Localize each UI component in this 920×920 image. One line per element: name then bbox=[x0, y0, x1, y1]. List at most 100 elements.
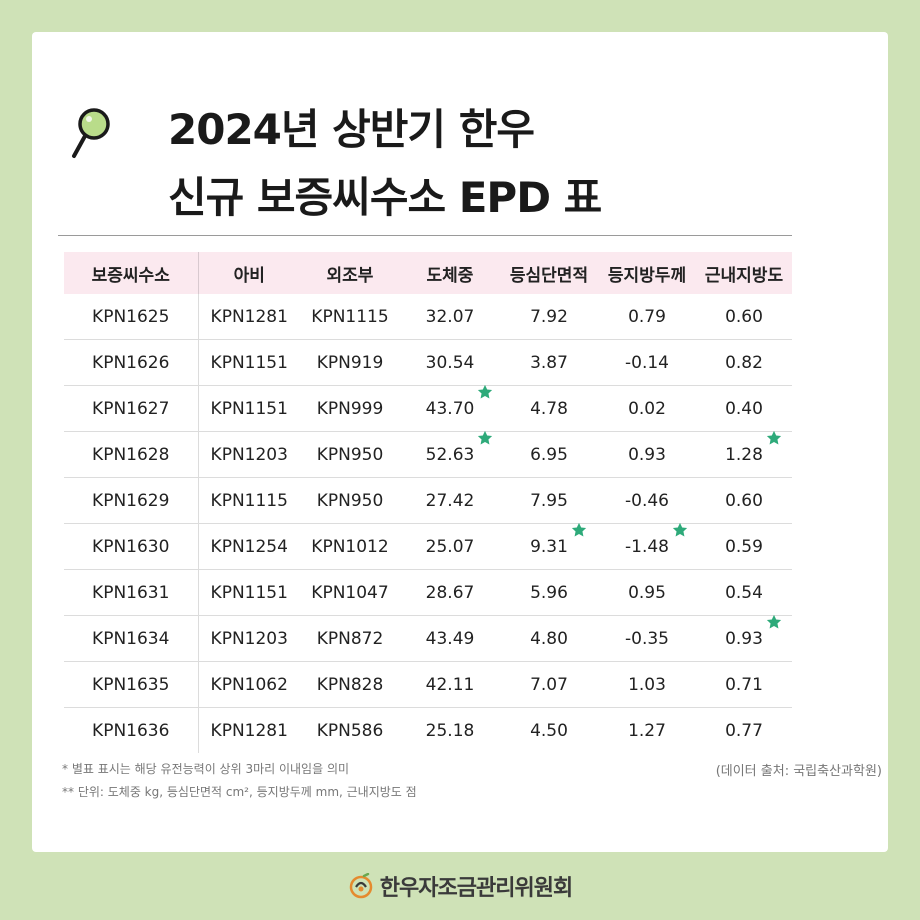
epd-table: 보증씨수소 아비 외조부 도체중 등심단면적 등지방두께 근내지방도 KPN1625 KPN1… bbox=[64, 252, 792, 753]
star-icon bbox=[671, 521, 689, 539]
cell-value: KPN1062 bbox=[210, 674, 288, 695]
cell-value: KPN1634 bbox=[92, 628, 170, 649]
magnifier-icon bbox=[72, 108, 110, 158]
hanwoo-logo-icon bbox=[349, 873, 373, 899]
table-cell: KPN1281 bbox=[198, 708, 300, 754]
table-cell: 28.67 bbox=[400, 569, 500, 616]
table-cell: 25.07 bbox=[400, 523, 500, 570]
table-cell: -1.48 bbox=[598, 521, 696, 570]
table-body: KPN1625 KPN1281 KPN1115 32.07 7.92 0.79 0.60 KP… bbox=[64, 294, 792, 753]
table-cell: -0.14 bbox=[598, 339, 696, 386]
cell-value: KPN1281 bbox=[210, 720, 288, 741]
cell-value: 1.27 bbox=[628, 720, 666, 741]
table-row: KPN1630 KPN1254 KPN1012 25.07 9.31 -1.48 0.59 bbox=[64, 521, 792, 570]
table-cell: 43.70 bbox=[400, 384, 500, 432]
table-row: KPN1625 KPN1281 KPN1115 32.07 7.92 0.79 0.60 bbox=[64, 294, 792, 340]
cell-value: KPN1047 bbox=[311, 582, 389, 603]
table-cell: 0.95 bbox=[598, 569, 696, 616]
cell-value: 0.93 bbox=[725, 614, 782, 649]
cell-value: KPN1281 bbox=[210, 306, 288, 327]
cell-value: 0.82 bbox=[725, 352, 763, 373]
cell-value: 25.07 bbox=[425, 536, 475, 557]
table-cell: KPN919 bbox=[300, 339, 400, 386]
column-header: 아비 bbox=[198, 252, 300, 294]
cell-value: KPN1151 bbox=[210, 398, 288, 419]
table-cell: 7.95 bbox=[500, 477, 598, 524]
cell-value: 42.11 bbox=[425, 674, 475, 695]
title-line-2: 신규 보증씨수소 EPD 표 bbox=[168, 173, 602, 222]
table-cell: KPN1151 bbox=[198, 385, 300, 432]
cell-value: 0.79 bbox=[628, 306, 666, 327]
cell-value: 0.59 bbox=[725, 536, 763, 557]
table-cell: 0.79 bbox=[598, 294, 696, 340]
cell-value: KPN1635 bbox=[92, 674, 170, 695]
cell-value: KPN1636 bbox=[92, 720, 170, 741]
cell-value: KPN828 bbox=[316, 674, 384, 695]
cell-value: KPN1254 bbox=[210, 536, 288, 557]
table-cell: KPN1628 bbox=[64, 431, 199, 478]
table-cell: KPN1115 bbox=[198, 477, 300, 524]
table-cell: KPN586 bbox=[300, 708, 400, 754]
table-cell: 52.63 bbox=[400, 429, 500, 478]
cell-value: -0.35 bbox=[625, 628, 669, 649]
table-cell: KPN999 bbox=[300, 385, 400, 432]
star-icon bbox=[476, 429, 494, 447]
cell-value: 32.07 bbox=[425, 306, 475, 327]
table-cell: KPN1635 bbox=[64, 661, 199, 708]
cell-value: KPN950 bbox=[316, 444, 384, 465]
cell-value: 1.28 bbox=[725, 430, 782, 465]
cell-value: KPN1012 bbox=[311, 536, 389, 557]
cell-value: 43.49 bbox=[425, 628, 475, 649]
cell-value: KPN586 bbox=[316, 720, 384, 741]
cell-value: 4.80 bbox=[530, 628, 568, 649]
cell-value: 0.54 bbox=[725, 582, 763, 603]
table-cell: 5.96 bbox=[500, 569, 598, 616]
table-row: KPN1636 KPN1281 KPN586 25.18 4.50 1.27 0.77 bbox=[64, 707, 792, 754]
table-cell: KPN950 bbox=[300, 477, 400, 524]
table-cell: 30.54 bbox=[400, 339, 500, 386]
table-cell: KPN872 bbox=[300, 615, 400, 662]
table-cell: 0.93 bbox=[598, 431, 696, 478]
table-header-row: 보증씨수소 아비 외조부 도체중 등심단면적 등지방두께 근내지방도 bbox=[64, 252, 792, 294]
table-cell: 3.87 bbox=[500, 339, 598, 386]
table-cell: KPN1626 bbox=[64, 339, 199, 386]
table-row: KPN1626 KPN1151 KPN919 30.54 3.87 -0.14 0.82 bbox=[64, 339, 792, 386]
table-cell: KPN1203 bbox=[198, 431, 300, 478]
table-cell: 1.28 bbox=[696, 430, 792, 478]
cell-value: 7.07 bbox=[530, 674, 568, 695]
note-units: ** 단위: 도체중 kg, 등심단면적 cm², 등지방두께 mm, 근내지방… bbox=[62, 785, 417, 799]
note-star-meaning: * 별표 표시는 해당 유전능력이 상위 3마리 이내임을 의미 bbox=[62, 762, 350, 776]
cell-value: KPN950 bbox=[316, 490, 384, 511]
cell-value: 5.96 bbox=[530, 582, 568, 603]
table-row: KPN1631 KPN1151 KPN1047 28.67 5.96 0.95 0.54 bbox=[64, 569, 792, 616]
table-cell: KPN1254 bbox=[198, 523, 300, 570]
star-icon bbox=[570, 521, 588, 539]
table-cell: 0.71 bbox=[696, 661, 792, 708]
cell-value: 30.54 bbox=[425, 352, 475, 373]
table-cell: 0.93 bbox=[696, 614, 792, 662]
cell-value: 0.60 bbox=[725, 306, 763, 327]
cell-value: 7.95 bbox=[530, 490, 568, 511]
cell-value: KPN1626 bbox=[92, 352, 170, 373]
table-cell: KPN1629 bbox=[64, 477, 199, 524]
column-header: 등심단면적 bbox=[500, 252, 598, 294]
table-cell: KPN1625 bbox=[64, 294, 199, 340]
cell-value: KPN1203 bbox=[210, 444, 288, 465]
cell-value: 0.40 bbox=[725, 398, 763, 419]
cell-value: 25.18 bbox=[425, 720, 475, 741]
column-header: 외조부 bbox=[300, 252, 400, 294]
table-cell: KPN1631 bbox=[64, 569, 199, 616]
table-cell: 32.07 bbox=[400, 294, 500, 340]
table-cell: 0.40 bbox=[696, 385, 792, 432]
table-row: KPN1629 KPN1115 KPN950 27.42 7.95 -0.46 0.60 bbox=[64, 477, 792, 524]
cell-value: KPN999 bbox=[316, 398, 384, 419]
table-row: KPN1635 KPN1062 KPN828 42.11 7.07 1.03 0.71 bbox=[64, 661, 792, 708]
cell-value: KPN1115 bbox=[311, 306, 389, 327]
table-cell: 4.50 bbox=[500, 708, 598, 754]
table-cell: KPN828 bbox=[300, 661, 400, 708]
table-cell: -0.46 bbox=[598, 477, 696, 524]
cell-value: KPN1115 bbox=[210, 490, 288, 511]
table-row: KPN1628 KPN1203 KPN950 52.63 6.95 0.93 1.28 bbox=[64, 429, 792, 478]
table-cell: 0.54 bbox=[696, 569, 792, 616]
table-cell: KPN950 bbox=[300, 431, 400, 478]
